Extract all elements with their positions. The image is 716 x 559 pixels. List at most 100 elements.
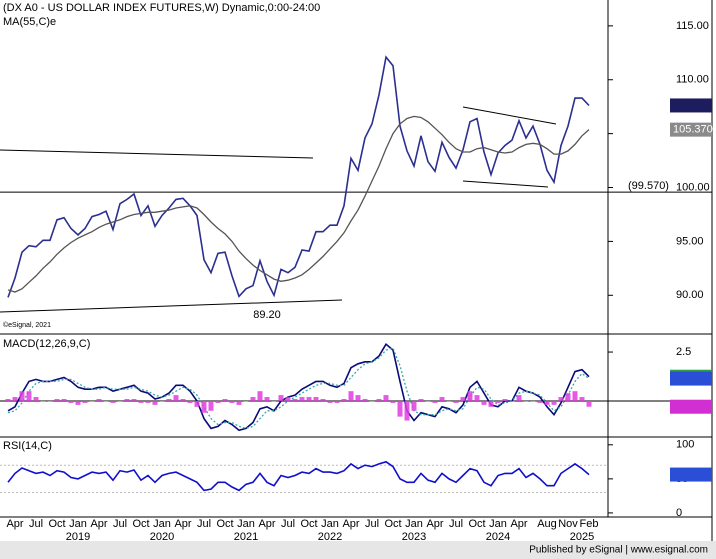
- value-box: [670, 467, 712, 482]
- trend-line: [462, 106, 557, 125]
- x-tick-label: Jan: [237, 518, 255, 530]
- hline-label: (99.570): [628, 180, 669, 192]
- y-tick-label: 2.5: [676, 346, 691, 358]
- y-tick-label: 115.00: [676, 20, 709, 32]
- x-tick-label: Nov: [558, 518, 578, 530]
- histogram-bar: [586, 400, 592, 407]
- histogram-bar: [250, 397, 256, 401]
- histogram-bar: [397, 400, 403, 417]
- histogram-bar: [152, 400, 158, 405]
- x-tick-label: Oct: [48, 518, 65, 530]
- x-year-label: 2024: [486, 531, 510, 543]
- x-tick-label: Aug: [537, 518, 557, 530]
- histogram-bar: [411, 400, 417, 411]
- copyright: ©eSignal, 2021: [3, 321, 51, 329]
- histogram-bar: [362, 399, 368, 401]
- x-year-label: 2020: [150, 531, 174, 543]
- chart-title: (DX A0 - US DOLLAR INDEX FUTURES,W) Dyna…: [3, 2, 320, 14]
- histogram-bar: [551, 400, 557, 405]
- histogram-bar: [348, 391, 354, 401]
- histogram-bar: [47, 400, 53, 402]
- histogram-bar: [530, 400, 536, 402]
- histogram-bar: [138, 400, 144, 403]
- histogram-bar: [68, 400, 74, 403]
- x-tick-label: Oct: [384, 518, 401, 530]
- histogram-bar: [537, 400, 543, 403]
- histogram-bar: [390, 400, 396, 403]
- x-tick-label: Apr: [6, 518, 23, 530]
- histogram-bar: [222, 399, 228, 401]
- x-tick-label: Feb: [580, 518, 599, 530]
- histogram-bar: [26, 391, 32, 401]
- histogram-bar: [369, 400, 375, 402]
- series-line: [7, 460, 590, 492]
- trend-line: [0, 299, 343, 313]
- histogram-bar: [54, 399, 60, 401]
- x-tick-label: Apr: [258, 518, 275, 530]
- histogram-bar: [383, 395, 389, 401]
- histogram-bar: [502, 399, 508, 401]
- panel-title: RSI(14,C): [3, 440, 52, 452]
- x-tick-label: Oct: [132, 518, 149, 530]
- histogram-bar: [299, 397, 305, 401]
- histogram-bar: [82, 400, 88, 403]
- annotation: 89.20: [253, 309, 281, 321]
- histogram-bar: [425, 400, 431, 402]
- histogram-bar: [404, 400, 410, 421]
- y-tick-label: 110.00: [676, 74, 709, 86]
- indicator-title: MA(55,C)e: [3, 16, 56, 28]
- histogram-bar: [180, 399, 186, 401]
- histogram-bar: [159, 400, 165, 402]
- value-box: [670, 122, 712, 137]
- x-year-label: 2025: [570, 531, 594, 543]
- x-tick-label: Jan: [489, 518, 507, 530]
- footer: Published by eSignal | www.esignal.com: [529, 545, 708, 556]
- series-line: [7, 347, 590, 430]
- histogram-bar: [341, 399, 347, 401]
- histogram-bar: [558, 397, 564, 401]
- histogram-bar: [215, 400, 221, 403]
- x-tick-label: Apr: [426, 518, 443, 530]
- x-tick-label: Apr: [174, 518, 191, 530]
- histogram-bar: [12, 397, 18, 401]
- x-tick-label: Jul: [29, 518, 43, 530]
- histogram-bar: [33, 397, 39, 401]
- histogram-bar: [376, 399, 382, 401]
- histogram-bar: [271, 400, 277, 402]
- histogram-bar: [61, 399, 67, 401]
- histogram-bar: [40, 400, 46, 402]
- x-tick-label: Jan: [405, 518, 423, 530]
- histogram-bar: [96, 399, 102, 401]
- y-tick-label: 100: [676, 439, 694, 451]
- histogram-bar: [173, 395, 179, 401]
- histogram-bar: [432, 400, 438, 403]
- value-box: [670, 399, 712, 414]
- x-year-label: 2019: [66, 531, 90, 543]
- trend-line: [462, 180, 549, 188]
- x-year-label: 2023: [402, 531, 426, 543]
- y-tick-label: 90.00: [676, 289, 704, 301]
- histogram-bar: [264, 397, 270, 401]
- histogram-bar: [124, 399, 130, 401]
- x-tick-label: Oct: [468, 518, 485, 530]
- value-box: [670, 371, 712, 386]
- histogram-bar: [5, 399, 11, 401]
- x-tick-label: Apr: [342, 518, 359, 530]
- x-tick-label: Apr: [90, 518, 107, 530]
- histogram-bar: [257, 391, 263, 401]
- histogram-bar: [278, 395, 284, 401]
- y-tick-label: 95.00: [676, 235, 704, 247]
- x-tick-label: Jul: [365, 518, 379, 530]
- histogram-bar: [229, 400, 235, 403]
- histogram-bar: [292, 399, 298, 401]
- histogram-bar: [285, 397, 291, 401]
- histogram-bar: [19, 391, 25, 401]
- histogram-bar: [488, 400, 494, 407]
- histogram-bar: [110, 400, 116, 403]
- y-tick-label: 0: [676, 507, 682, 519]
- histogram-bar: [306, 397, 312, 401]
- histogram-bar: [474, 395, 480, 401]
- histogram-bar: [509, 400, 515, 402]
- histogram-bar: [481, 400, 487, 405]
